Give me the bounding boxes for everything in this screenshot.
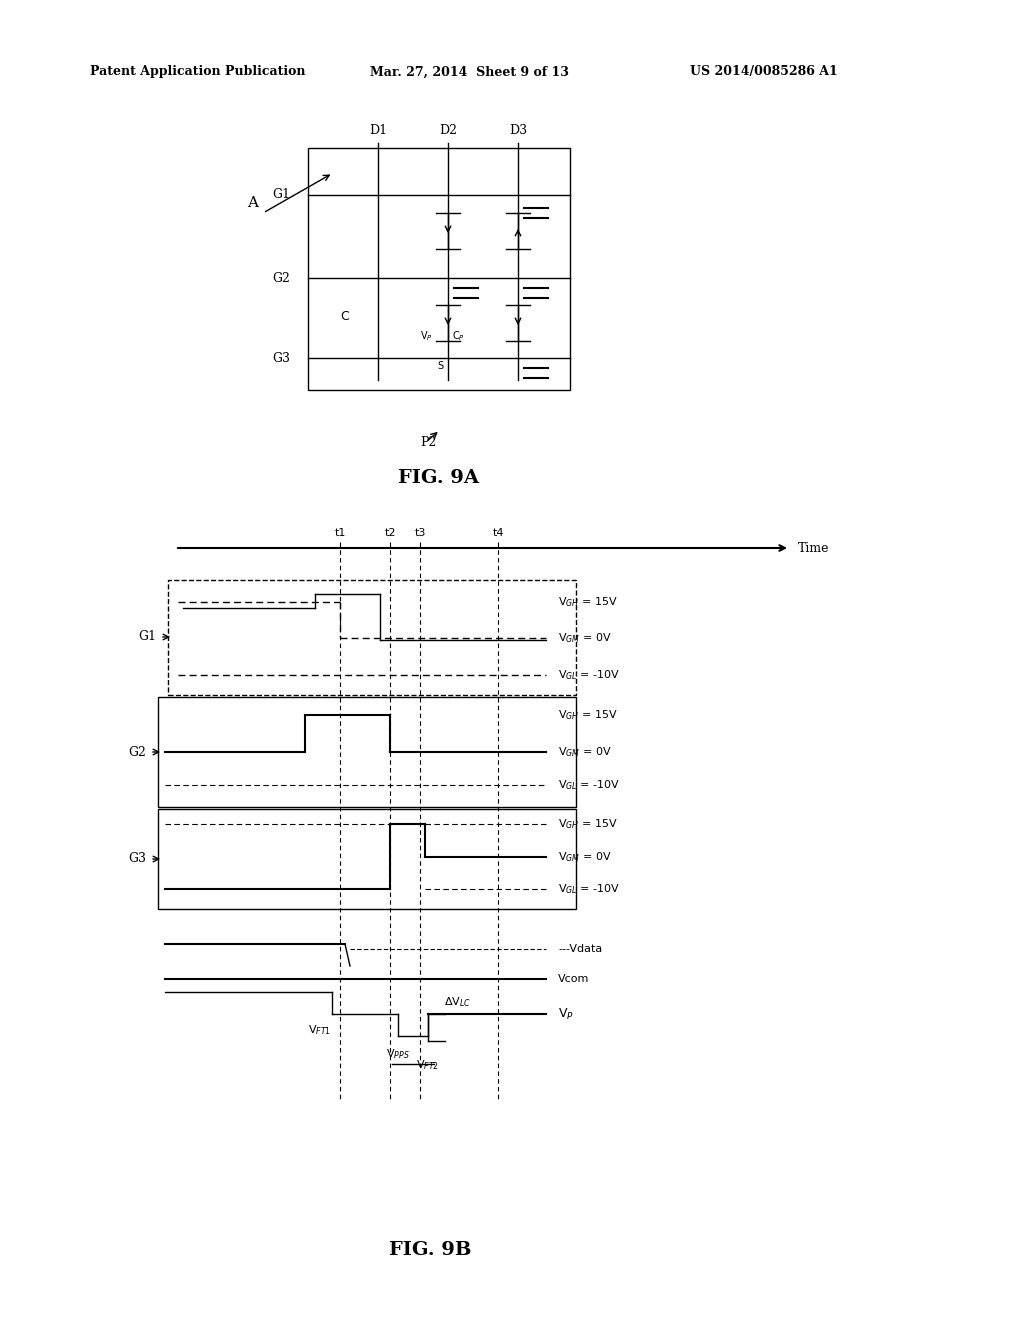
Text: t1: t1 xyxy=(334,528,346,539)
Text: G1: G1 xyxy=(138,631,156,644)
Text: V$_{GH}$ = 15V: V$_{GH}$ = 15V xyxy=(558,595,617,609)
Text: V$_P$: V$_P$ xyxy=(420,329,432,343)
Bar xyxy=(158,809,575,909)
Text: D1: D1 xyxy=(369,124,387,136)
Text: D2: D2 xyxy=(439,124,457,136)
Text: FIG. 9B: FIG. 9B xyxy=(389,1241,471,1259)
Bar xyxy=(168,579,575,696)
Text: C$_P$: C$_P$ xyxy=(452,329,465,343)
Text: S: S xyxy=(437,360,443,371)
Text: P2: P2 xyxy=(420,436,436,449)
Text: V$_{GL}$ = -10V: V$_{GL}$ = -10V xyxy=(558,882,621,896)
Text: Time: Time xyxy=(798,541,829,554)
Bar xyxy=(308,148,570,389)
Text: Vcom: Vcom xyxy=(558,974,590,983)
Text: V$_{GL}$ = -10V: V$_{GL}$ = -10V xyxy=(558,777,621,792)
Text: V$_{GM}$ = 0V: V$_{GM}$ = 0V xyxy=(558,631,611,645)
Text: G2: G2 xyxy=(272,272,290,285)
Text: A: A xyxy=(247,195,258,210)
Text: G3: G3 xyxy=(128,853,146,866)
Text: V$_{GH}$ = 15V: V$_{GH}$ = 15V xyxy=(558,817,617,830)
Text: V$_{GM}$ = 0V: V$_{GM}$ = 0V xyxy=(558,850,611,863)
Text: ΔV$_{LC}$: ΔV$_{LC}$ xyxy=(444,995,471,1008)
Text: G2: G2 xyxy=(128,746,146,759)
Text: V$_{FT1}$: V$_{FT1}$ xyxy=(308,1023,332,1038)
Text: V$_{GL}$ = -10V: V$_{GL}$ = -10V xyxy=(558,668,621,682)
Text: G1: G1 xyxy=(272,189,290,202)
Text: V$_{FT2}$: V$_{FT2}$ xyxy=(417,1059,439,1072)
Text: FIG. 9A: FIG. 9A xyxy=(397,469,478,487)
Text: V$_P$: V$_P$ xyxy=(558,1006,573,1022)
Text: V$_{GM}$ = 0V: V$_{GM}$ = 0V xyxy=(558,744,611,759)
Text: t2: t2 xyxy=(384,528,395,539)
Text: Mar. 27, 2014  Sheet 9 of 13: Mar. 27, 2014 Sheet 9 of 13 xyxy=(370,66,569,78)
Text: G3: G3 xyxy=(272,351,290,364)
Text: Patent Application Publication: Patent Application Publication xyxy=(90,66,305,78)
Text: t4: t4 xyxy=(493,528,504,539)
Text: C: C xyxy=(340,309,349,322)
Text: ---Vdata: ---Vdata xyxy=(558,944,602,954)
Text: t3: t3 xyxy=(415,528,426,539)
Text: D3: D3 xyxy=(509,124,527,136)
Text: V$_{GH}$ = 15V: V$_{GH}$ = 15V xyxy=(558,708,617,722)
Text: V$_{PPS}$: V$_{PPS}$ xyxy=(386,1047,410,1061)
Bar xyxy=(158,697,575,807)
Text: US 2014/0085286 A1: US 2014/0085286 A1 xyxy=(690,66,838,78)
